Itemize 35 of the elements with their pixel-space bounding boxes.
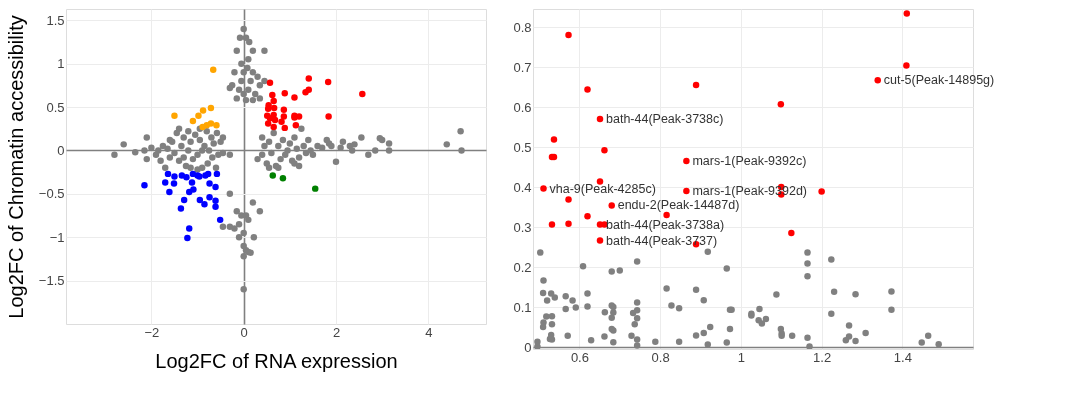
y-tick-label: 0.2: [513, 259, 532, 275]
y-tick-label: 0.6: [513, 99, 532, 115]
x-axis-title: Log2FC of RNA expression: [155, 349, 398, 372]
y-tick-label: −1.5: [38, 273, 65, 289]
x-tick-label: 0.6: [570, 349, 589, 365]
annotation: endu-2(Peak-14487d): [617, 198, 740, 213]
annotation: bath-44(Peak-3737): [606, 233, 718, 248]
y-tick-label: 0.8: [513, 19, 532, 35]
y-tick-label: 0: [57, 142, 65, 158]
y-tick-label: 1: [57, 56, 65, 72]
y-tick-label: 0.7: [513, 59, 532, 75]
y-tick-label: 0.4: [513, 179, 532, 195]
x-tick-label: 0: [240, 324, 248, 340]
y-tick-label: 0: [524, 339, 532, 355]
y-axis-title: Log2FC of Chromatin accessibility: [4, 15, 27, 319]
x-tick-label: 2: [332, 324, 341, 340]
annotation: cut-5(Peak-14895g): [883, 73, 995, 88]
x-tick-label: 1.2: [813, 349, 832, 365]
x-tick-label: 4: [425, 324, 433, 340]
annotation: bath-44(Peak-3738c): [606, 112, 724, 126]
y-tick-label: −1: [49, 229, 65, 245]
annotation: vha-9(Peak-4285c): [549, 181, 656, 196]
x-tick-label: −2: [144, 324, 160, 340]
y-tick-label: 1.5: [46, 12, 65, 28]
y-tick-label: −0.5: [38, 186, 65, 202]
annotation: bath-44(Peak-3738a): [606, 217, 725, 232]
y-tick-label: 0.1: [513, 299, 532, 315]
annotation: mars-1(Peak-9392d): [692, 184, 808, 198]
x-tick-label: 1: [737, 349, 746, 365]
x-tick-label: 0.8: [651, 349, 670, 365]
x-tick-label: 1.4: [893, 349, 912, 365]
annotation: mars-1(Peak-9392c): [692, 154, 807, 168]
y-tick-label: 0.3: [513, 219, 532, 235]
y-tick-label: 0.5: [513, 139, 532, 155]
y-tick-label: 0.5: [46, 99, 65, 115]
